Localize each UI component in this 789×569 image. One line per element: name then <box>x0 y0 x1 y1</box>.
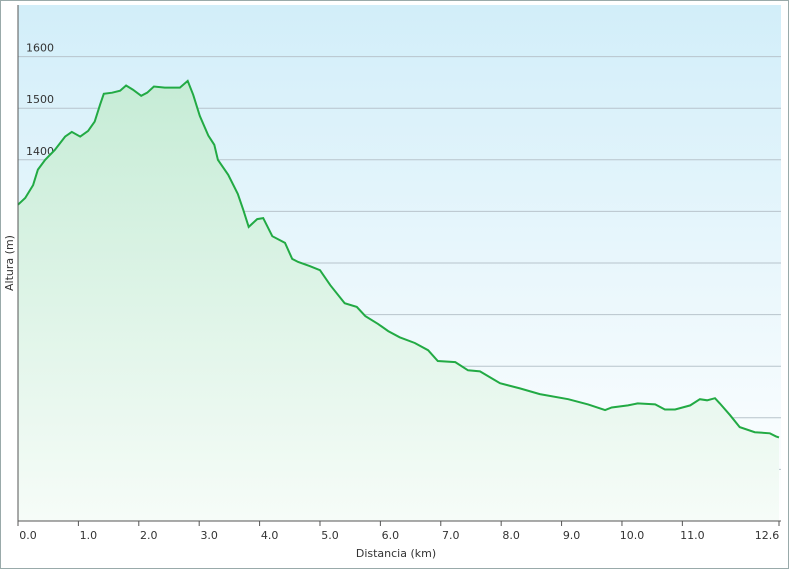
x-tick-label: 8.0 <box>502 529 520 542</box>
y-tick-label: 1400 <box>26 145 54 158</box>
x-tick-label: 11.0 <box>680 529 705 542</box>
y-axis-label: Altura (m) <box>3 235 16 291</box>
x-tick-label: 7.0 <box>442 529 460 542</box>
x-axis-label: Distancia (km) <box>356 547 436 560</box>
x-tick-label: 9.0 <box>563 529 581 542</box>
x-tick-label: 1.0 <box>80 529 98 542</box>
elevation-line <box>17 79 780 439</box>
x-tick-label: 6.0 <box>382 529 400 542</box>
y-tick-label: 1500 <box>26 93 54 106</box>
x-tick-label: 0.0 <box>19 529 37 542</box>
y-tick-label: 1600 <box>26 42 54 55</box>
area-fill <box>18 80 779 522</box>
x-tick-label: 2.0 <box>140 529 158 542</box>
x-tick-label: 4.0 <box>261 529 279 542</box>
x-tick-label: 10.0 <box>620 529 645 542</box>
x-tick-label: 12.6 <box>755 529 780 542</box>
x-tick-label: 3.0 <box>200 529 218 542</box>
x-tick-label: 5.0 <box>321 529 339 542</box>
